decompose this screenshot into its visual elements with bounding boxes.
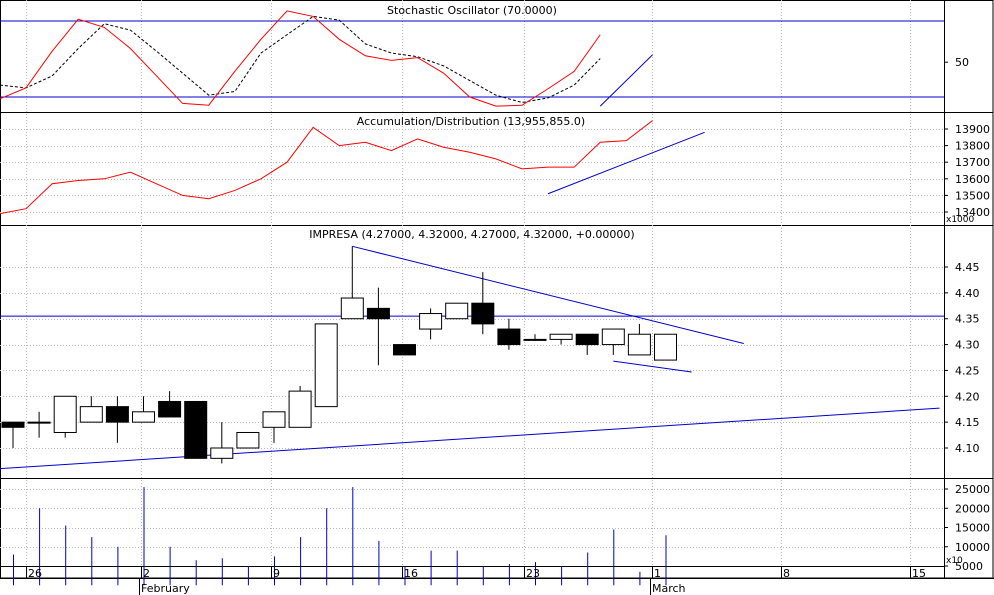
candle-body xyxy=(419,313,443,330)
tick-label: 5000 xyxy=(955,560,983,573)
price-axis: 4.45 4.40 4.35 4.30 4.25 4.20 4.15 4.10 xyxy=(944,261,980,455)
candle-body xyxy=(497,328,521,346)
candle-body xyxy=(53,395,77,433)
stochastic-d-line xyxy=(0,15,601,104)
candle-body xyxy=(601,328,625,346)
candle-body xyxy=(654,333,677,361)
candle-body xyxy=(27,421,51,424)
candle-body xyxy=(393,344,416,356)
vertical-grid xyxy=(26,0,911,566)
candle-body xyxy=(366,307,390,320)
tick-label: 4.35 xyxy=(955,313,980,326)
tick-label: 13400 xyxy=(955,206,990,219)
price-trendline xyxy=(352,245,744,345)
tick-label: 13800 xyxy=(955,140,990,153)
tick-label: 4.25 xyxy=(955,364,980,377)
price-trendline xyxy=(613,360,692,373)
tick-label: 15000 xyxy=(955,522,990,535)
day-label: 1 xyxy=(654,567,661,580)
candle-body xyxy=(627,333,651,356)
multiplier-label: x1000 xyxy=(946,215,975,225)
volume-gridlines xyxy=(0,489,944,548)
tick-label: 13700 xyxy=(955,156,990,169)
candle-body xyxy=(132,411,155,423)
candle-body xyxy=(523,338,547,341)
stochastic-k-line xyxy=(0,10,601,107)
candle-body xyxy=(549,333,573,340)
price-title: IMPRESA (4.27000, 4.32000, 4.27000, 4.32… xyxy=(309,228,634,241)
candle-body xyxy=(575,333,599,346)
candle-body xyxy=(158,400,182,418)
candle-body xyxy=(445,302,469,320)
tick-label: 4.45 xyxy=(955,261,980,274)
tick-label: 4.20 xyxy=(955,390,980,403)
candle-body xyxy=(184,400,208,459)
month-label: March xyxy=(652,582,686,595)
month-label: February xyxy=(141,582,190,595)
day-label: 23 xyxy=(526,567,540,580)
tick-label: 4.30 xyxy=(955,339,980,352)
stochastic-title: Stochastic Oscillator (70.0000) xyxy=(387,4,557,17)
stochastic-axis: 50 xyxy=(944,56,969,69)
ad-line xyxy=(0,120,653,215)
candle-body xyxy=(471,302,495,325)
multiplier-label: x10 xyxy=(946,556,963,566)
day-label: 8 xyxy=(783,567,790,580)
tick-label: 4.40 xyxy=(955,287,980,300)
tick-label: 13900 xyxy=(955,123,990,136)
price-gridlines xyxy=(0,267,944,449)
day-label: 26 xyxy=(28,567,42,580)
price-trendline xyxy=(0,407,940,470)
candle-body xyxy=(105,406,129,423)
candle-body xyxy=(79,406,103,423)
candle-body xyxy=(314,323,338,408)
tick-label: 13600 xyxy=(955,173,990,186)
candle-body xyxy=(236,431,260,449)
stochastic-trendline xyxy=(599,54,653,107)
ad-trendline xyxy=(547,131,705,195)
candle-body xyxy=(1,421,25,428)
candle-body xyxy=(288,390,312,428)
accumulation_distribution-title: Accumulation/Distribution (13,955,855.0) xyxy=(357,115,585,128)
tick-label: 13500 xyxy=(955,189,990,202)
tick-label: 25000 xyxy=(955,483,990,496)
tick-label: 4.10 xyxy=(955,442,980,455)
tick-label: 50 xyxy=(955,56,969,69)
day-label: 16 xyxy=(404,567,418,580)
tick-label: 4.15 xyxy=(955,416,980,429)
candle-body xyxy=(262,411,286,428)
volume-bars xyxy=(13,487,667,586)
candles xyxy=(1,246,677,464)
accumulation_distribution-gridlines xyxy=(0,129,944,213)
tick-label: 10000 xyxy=(955,541,990,554)
day-label: 2 xyxy=(143,567,150,580)
chart-frame xyxy=(0,0,994,579)
time-axis: 26 2 9 16 23 1 8 15 February March xyxy=(26,566,926,595)
day-label: 9 xyxy=(273,567,280,580)
day-label: 15 xyxy=(912,567,926,580)
candle-body xyxy=(340,297,364,320)
candle-body xyxy=(210,447,234,459)
tick-label: 20000 xyxy=(955,502,990,515)
